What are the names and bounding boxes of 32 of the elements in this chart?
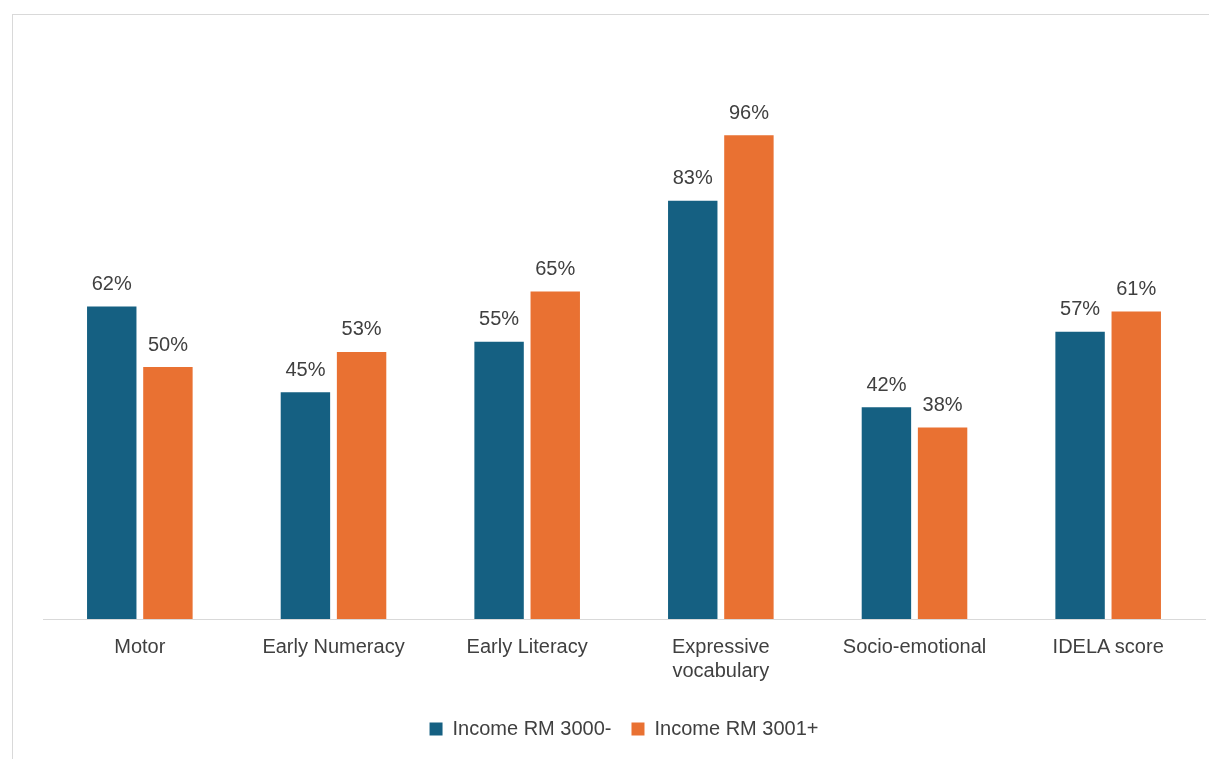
bar [474,341,524,619]
data-label: 38% [922,393,963,415]
bar [724,135,774,619]
data-label: 45% [285,357,326,380]
bar [87,306,137,619]
data-label: 65% [535,256,576,279]
bar [336,351,387,619]
legend-label: Income RM 3000- [452,716,612,739]
bar [143,367,193,619]
x-tick-label: Socio-emotional [842,634,987,657]
x-tick-label: Early Numeracy [262,634,405,657]
x-tick-label: Motor [114,634,166,657]
data-label: 83% [672,166,713,189]
data-label: 62% [91,272,132,295]
data-label: 42% [866,372,907,395]
bar [1111,311,1161,619]
x-tick-label: IDELA score [1052,634,1164,657]
bar [861,407,912,619]
x-tick-label: Expressive vocabulary [671,634,770,681]
data-label: 53% [341,317,382,340]
bar [1055,331,1105,619]
data-label: 50% [147,332,189,355]
bar [917,427,968,619]
x-tick-label: Early Literacy [466,634,588,657]
bar [668,200,718,619]
data-label: 57% [1060,297,1101,320]
legend-label: Income RM 3001+ [654,716,819,739]
data-label: 96% [728,100,770,123]
data-label: 55% [479,307,520,330]
data-label: 61% [1116,277,1157,300]
bar [280,392,331,619]
bar [530,291,580,619]
